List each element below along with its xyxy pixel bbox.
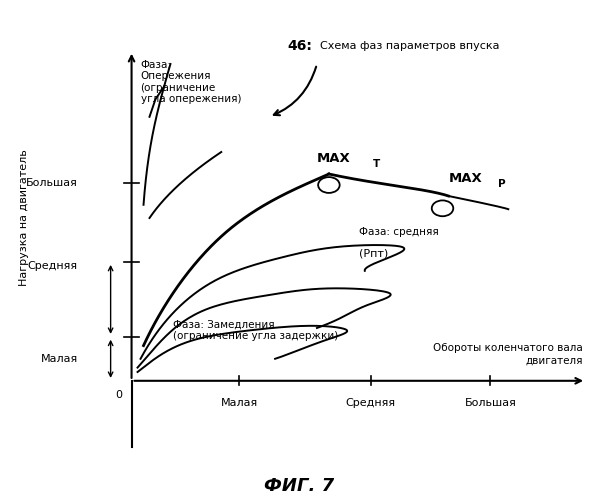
Text: Большая: Большая bbox=[465, 398, 516, 408]
Text: Средняя: Средняя bbox=[346, 398, 396, 408]
Text: Нагрузка на двигатель: Нагрузка на двигатель bbox=[19, 150, 29, 286]
Text: T: T bbox=[373, 158, 380, 168]
Text: 0: 0 bbox=[115, 390, 123, 400]
Text: MAX: MAX bbox=[448, 172, 482, 185]
Text: Средняя: Средняя bbox=[28, 262, 78, 272]
Text: MAX: MAX bbox=[317, 152, 350, 165]
Text: Большая: Большая bbox=[26, 178, 78, 188]
Text: Обороты коленчатого вала
двигателя: Обороты коленчатого вала двигателя bbox=[434, 343, 583, 365]
Text: Фаза:
Опережения
(ограничение
угла опережения): Фаза: Опережения (ограничение угла опере… bbox=[141, 60, 241, 104]
Text: 46:: 46: bbox=[287, 40, 312, 54]
Text: (Рпт): (Рпт) bbox=[359, 249, 388, 259]
Text: Малая: Малая bbox=[221, 398, 258, 408]
Text: P: P bbox=[498, 178, 506, 188]
Text: Малая: Малая bbox=[41, 354, 78, 364]
Text: ФИГ. 7: ФИГ. 7 bbox=[264, 477, 334, 495]
Text: Фаза: средняя: Фаза: средняя bbox=[359, 227, 438, 237]
Text: Фаза: Замедления
(ограничение угла задержки): Фаза: Замедления (ограничение угла задер… bbox=[173, 319, 338, 341]
Text: Схема фаз параметров впуска: Схема фаз параметров впуска bbox=[320, 42, 499, 51]
